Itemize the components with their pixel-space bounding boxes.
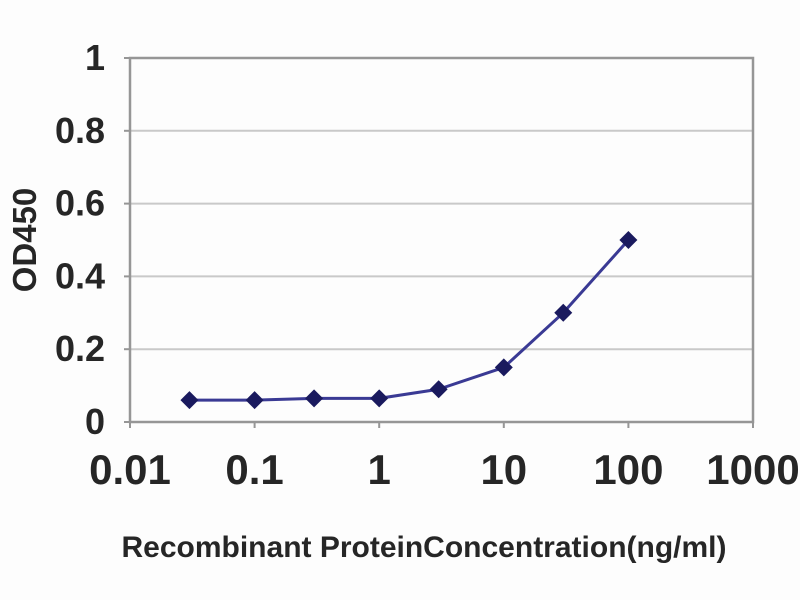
plot-frame	[128, 56, 755, 424]
data-point-marker	[245, 391, 264, 410]
data-point-marker	[305, 389, 324, 408]
y-tick-label: 0.4	[55, 255, 105, 296]
x-tick-label: 0.01	[89, 446, 171, 493]
series-layer	[180, 231, 638, 410]
x-tick-label: 10	[480, 446, 527, 493]
y-tick-label: 1	[85, 37, 105, 78]
tick-labels-layer: 0 0.2 0.4 0.6 0.8 1 0.01 0.1 1 10 100 1000	[55, 37, 800, 493]
axes-layer	[124, 56, 755, 428]
data-point-marker	[554, 303, 573, 322]
data-point-marker	[370, 389, 389, 408]
data-point-marker	[429, 380, 448, 399]
x-tick-label: 1	[368, 446, 391, 493]
data-point-marker	[494, 358, 513, 377]
y-axis-title: OD450	[6, 188, 43, 293]
x-axis-title: Recombinant ProteinConcentration(ng/ml)	[121, 531, 726, 564]
y-tick-label: 0.8	[55, 110, 105, 151]
x-tick-label: 0.1	[225, 446, 283, 493]
x-tick-label: 100	[593, 446, 663, 493]
y-tick-label: 0.6	[55, 183, 105, 224]
y-tick-label: 0	[85, 401, 105, 442]
y-tick-label: 0.2	[55, 328, 105, 369]
x-tick-label: 1000	[706, 446, 799, 493]
gridlines-layer	[130, 129, 753, 351]
data-point-marker	[180, 391, 199, 410]
data-point-marker	[619, 231, 638, 249]
series-line	[187, 238, 630, 402]
